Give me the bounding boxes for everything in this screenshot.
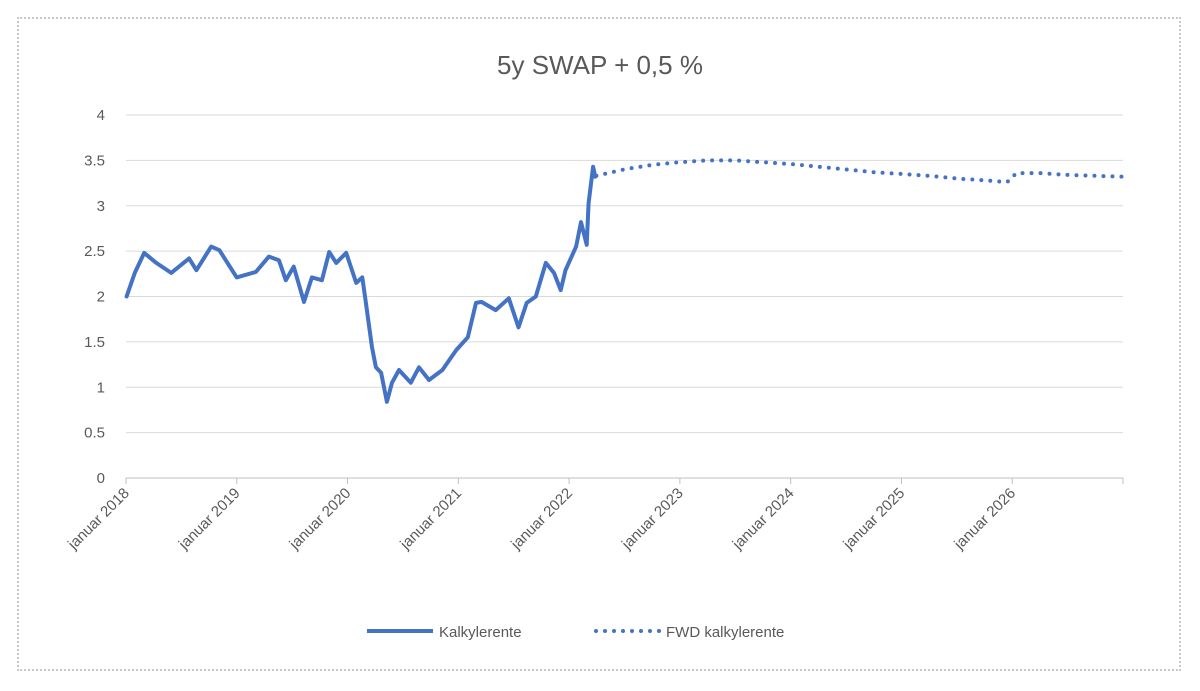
y-tick-label: 0 [97,470,105,487]
y-tick-label: 2 [97,289,105,306]
x-tick-label: januar 2020 [286,485,355,554]
x-tick-label: januar 2023 [618,485,687,554]
series-line-fwd-kalkylerente [594,158,1125,185]
y-tick-label: 2.5 [84,243,105,260]
legend-label-kalkylerente: Kalkylerente [439,624,522,641]
y-tick-label: 3 [97,198,105,215]
y-tick-label: 0.5 [84,425,105,442]
chart-title: 5y SWAP + 0,5 % [497,50,703,80]
legend: Kalkylerente FWD kalkylerente [367,624,784,641]
x-tick-label: januar 2018 [64,485,133,554]
y-tick-label: 4 [97,107,105,124]
x-tick-label: januar 2025 [840,485,909,554]
y-tick-label: 3.5 [84,152,105,169]
x-tick-label: januar 2022 [507,485,576,554]
y-tick-label: 1.5 [84,334,105,351]
x-tick-label: januar 2024 [729,485,798,554]
x-tick-label: januar 2021 [396,485,465,554]
series-line-kalkylerente [124,164,598,404]
x-tick-label: januar 2026 [950,485,1019,554]
legend-label-fwd-kalkylerente: FWD kalkylerente [666,624,784,641]
chart-frame [17,17,1181,671]
y-tick-label: 1 [97,379,105,396]
x-tick-label: januar 2019 [175,485,244,554]
